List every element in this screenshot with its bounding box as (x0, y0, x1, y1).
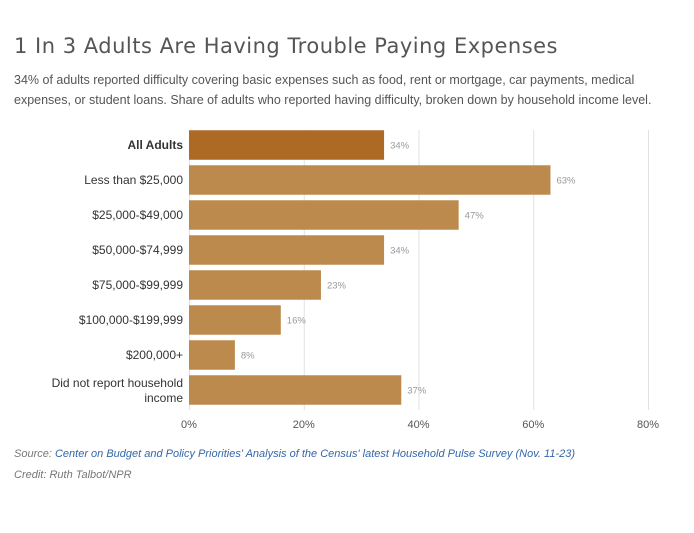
bar (189, 235, 385, 265)
bar-chart: 0% 20% 40% 60% 80% All Adults 34% Less than $25… (52, 130, 659, 431)
category-label: $200,000+ (126, 348, 183, 362)
value-label: 63% (556, 176, 576, 187)
category-label: Less than $25,000 (84, 173, 183, 187)
x-tick-label: 60% (522, 419, 544, 431)
value-label: 16% (287, 316, 307, 327)
source-link[interactable]: Center on Budget and Policy Priorities' … (54, 448, 576, 460)
bar (189, 165, 551, 195)
value-label: 8% (241, 351, 255, 362)
category-label: $25,000-$49,000 (92, 208, 183, 222)
chart-subtitle: 34% of adults reported difficulty coveri… (14, 73, 652, 107)
category-label: $100,000-$199,999 (79, 313, 183, 327)
category-label: $50,000-$74,999 (92, 243, 183, 257)
source-line: Source: Center on Budget and Policy Prio… (14, 448, 575, 460)
credit-line: Credit: Ruth Talbot/NPR (14, 469, 132, 481)
bar (189, 305, 281, 335)
category-label: $75,000-$99,999 (92, 278, 183, 292)
x-tick-label: 40% (407, 419, 429, 431)
value-label: 47% (465, 211, 485, 222)
value-label: 34% (390, 141, 410, 152)
category-label: All Adults (127, 138, 183, 152)
bar (189, 130, 385, 160)
chart-title: 1 In 3 Adults Are Having Trouble Paying … (14, 34, 558, 58)
category-label: Did not report household income (52, 376, 184, 405)
value-label: 23% (327, 281, 347, 292)
bar (189, 270, 321, 300)
x-tick-label: 0% (181, 419, 197, 431)
value-label: 37% (407, 386, 427, 397)
bar (189, 375, 402, 405)
bar (189, 200, 459, 230)
x-tick-label: 80% (637, 419, 659, 431)
x-tick-label: 20% (293, 419, 315, 431)
bar (189, 340, 235, 370)
source-prefix: Source: (14, 448, 55, 460)
value-label: 34% (390, 246, 410, 257)
